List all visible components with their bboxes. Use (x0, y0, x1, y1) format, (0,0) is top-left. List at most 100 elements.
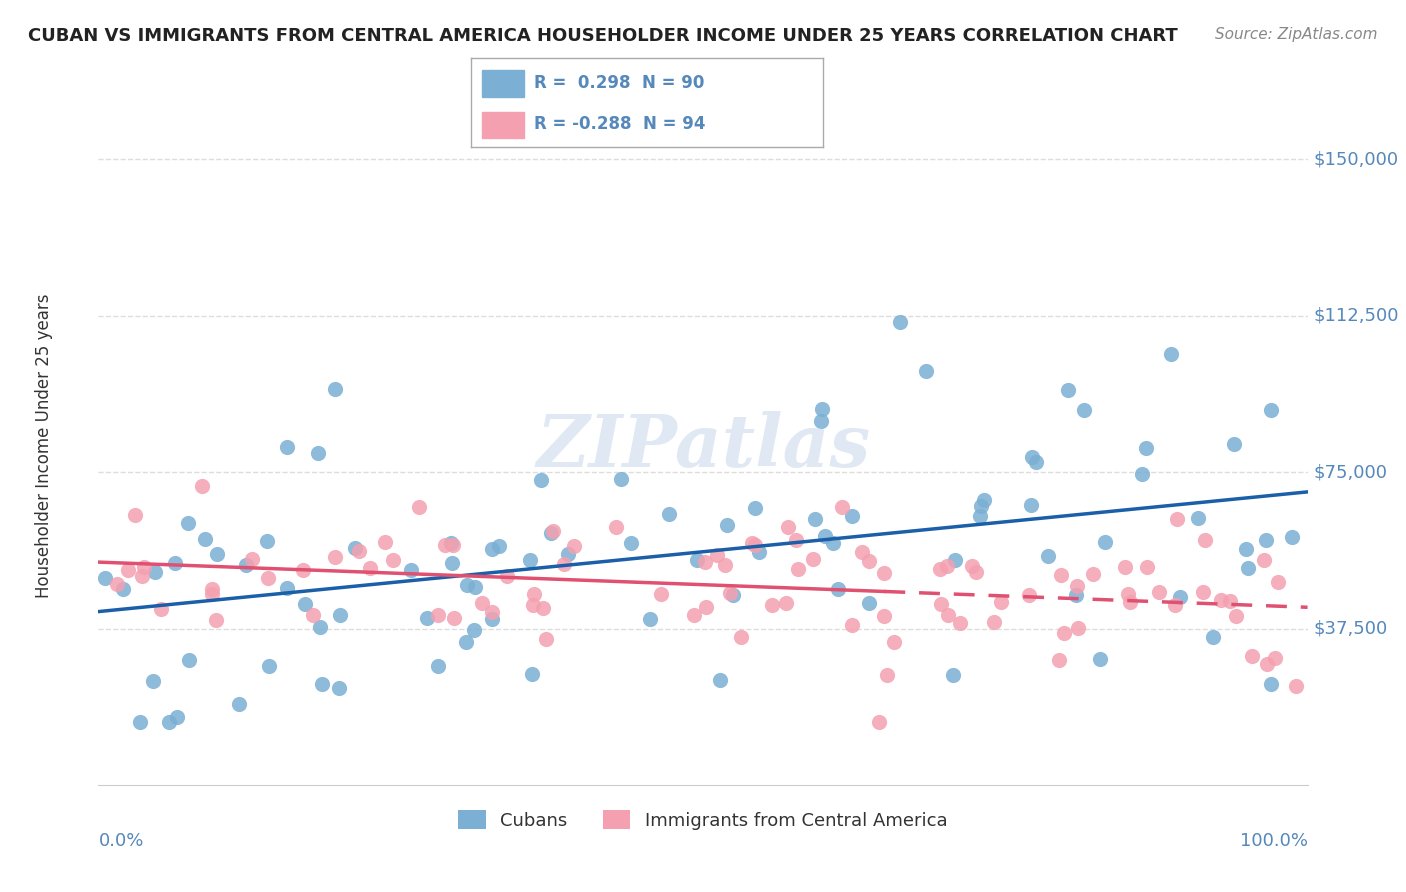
Text: Source: ZipAtlas.com: Source: ZipAtlas.com (1215, 27, 1378, 42)
Point (205, 547, 228, 561)
Point (201, 587, 224, 601)
Point (440, 557, 463, 571)
Point (929, 562, 952, 576)
Point (456, 634, 478, 648)
Point (439, 536, 461, 550)
Legend: Cubans, Immigrants from Central America: Cubans, Immigrants from Central America (451, 803, 955, 837)
Point (741, 535, 763, 549)
Point (638, 611, 661, 625)
Point (401, 563, 423, 577)
Point (1256, 657, 1278, 672)
Point (531, 600, 554, 615)
Point (775, 597, 797, 611)
Point (1049, 653, 1071, 667)
Point (693, 555, 716, 569)
Point (983, 615, 1005, 630)
Point (309, 620, 332, 634)
Point (311, 677, 333, 691)
Point (1223, 436, 1246, 450)
Point (1160, 347, 1182, 361)
Point (177, 516, 200, 531)
Point (827, 582, 849, 597)
Point (1149, 585, 1171, 599)
Point (427, 659, 450, 673)
Point (810, 414, 832, 428)
Text: 100.0%: 100.0% (1240, 832, 1308, 850)
Point (706, 548, 728, 562)
Point (240, 551, 263, 566)
Point (1219, 594, 1241, 608)
Point (686, 553, 709, 567)
Point (744, 538, 766, 552)
Point (876, 667, 898, 681)
Point (1260, 403, 1282, 417)
Point (94, 571, 117, 585)
Point (1260, 677, 1282, 691)
Point (1114, 560, 1136, 574)
Point (323, 549, 346, 564)
Point (1119, 595, 1142, 609)
Point (426, 607, 449, 622)
Text: $75,000: $75,000 (1313, 463, 1388, 481)
Point (522, 598, 544, 612)
Point (301, 607, 323, 622)
Point (294, 597, 316, 611)
Point (1170, 590, 1192, 604)
Point (969, 500, 991, 514)
Point (1094, 534, 1116, 549)
Point (658, 507, 681, 521)
Point (1090, 652, 1112, 666)
Point (605, 519, 627, 533)
Point (374, 535, 396, 549)
Point (441, 538, 464, 552)
Point (786, 562, 808, 576)
Point (165, 556, 187, 570)
Point (1264, 650, 1286, 665)
Point (942, 668, 965, 682)
Point (811, 402, 834, 417)
Point (873, 566, 896, 581)
Point (873, 609, 896, 624)
Point (814, 529, 837, 543)
Point (1209, 593, 1232, 607)
Point (117, 562, 139, 576)
Point (464, 580, 486, 594)
Point (328, 681, 350, 696)
Point (205, 613, 228, 627)
Point (709, 673, 731, 687)
Point (1194, 533, 1216, 547)
Point (841, 618, 863, 632)
Point (1057, 383, 1080, 397)
Point (943, 553, 966, 567)
Point (1021, 450, 1043, 464)
Point (190, 479, 212, 493)
Point (433, 538, 456, 552)
Point (257, 659, 280, 673)
Point (142, 674, 165, 689)
Point (1130, 467, 1153, 481)
Point (1166, 512, 1188, 526)
Point (914, 364, 936, 378)
Point (540, 525, 562, 540)
Point (166, 710, 188, 724)
Point (960, 558, 983, 573)
Point (325, 382, 347, 396)
Point (748, 545, 770, 559)
Point (344, 541, 367, 555)
Point (201, 582, 224, 596)
Point (683, 608, 706, 623)
Point (523, 587, 546, 601)
Point (1234, 541, 1257, 556)
Text: Householder Income Under 25 years: Householder Income Under 25 years (35, 293, 53, 599)
Point (1064, 588, 1087, 602)
Point (112, 582, 135, 596)
Point (609, 472, 631, 486)
Text: R = -0.288  N = 94: R = -0.288 N = 94 (534, 115, 706, 133)
Point (831, 500, 853, 514)
Point (256, 571, 278, 585)
Point (1116, 587, 1139, 601)
Point (519, 553, 541, 567)
Point (858, 554, 880, 568)
Point (883, 635, 905, 649)
Point (841, 508, 863, 523)
